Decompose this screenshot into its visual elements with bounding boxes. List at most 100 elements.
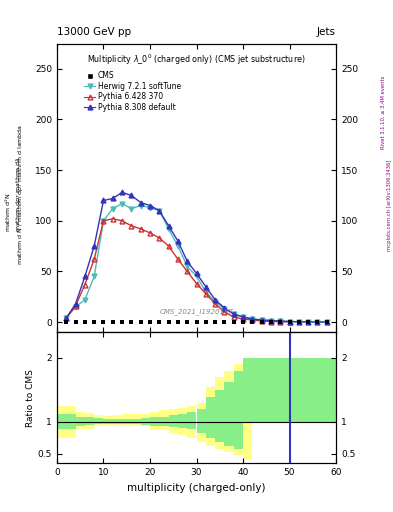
Line: Herwig 7.2.1 softTune: Herwig 7.2.1 softTune (64, 201, 329, 325)
CMS (240, 318, 246, 326)
Bar (206, 387, 215, 446)
CMS (221, 318, 228, 326)
Herwig 7.2.1 softTune (129, 205, 134, 211)
Pythia 6.428 370 (64, 315, 69, 321)
Text: Jets: Jets (317, 27, 336, 37)
Pythia 6.428 370 (148, 230, 152, 236)
Herwig 7.2.1 softTune (166, 226, 171, 232)
Bar (75, 417, 85, 426)
Pythia 6.428 370 (176, 256, 180, 262)
Bar (234, 364, 243, 455)
Pythia 8.308 default (204, 284, 208, 290)
CMS (110, 318, 116, 326)
Bar (122, 418, 131, 424)
Bar (159, 410, 169, 430)
Pythia 6.428 370 (287, 319, 292, 325)
CMS (156, 318, 162, 326)
CMS (165, 318, 172, 326)
Bar (224, 382, 234, 446)
Bar (187, 412, 196, 430)
Bar (103, 418, 113, 424)
Pythia 8.308 default (287, 318, 292, 325)
Pythia 8.308 default (148, 202, 152, 208)
Herwig 7.2.1 softTune (231, 311, 236, 317)
Pythia 6.428 370 (73, 303, 78, 309)
Pythia 8.308 default (324, 319, 329, 325)
Pythia 6.428 370 (129, 223, 134, 229)
Herwig 7.2.1 softTune (222, 306, 227, 312)
Bar (113, 415, 122, 426)
Pythia 6.428 370 (101, 218, 106, 224)
Bar (224, 371, 234, 453)
CMS (128, 318, 134, 326)
Pythia 8.308 default (185, 258, 189, 264)
Pythia 6.428 370 (278, 319, 283, 325)
Pythia 8.308 default (213, 296, 217, 303)
Pythia 6.428 370 (185, 268, 189, 274)
Pythia 6.428 370 (213, 301, 217, 307)
CMS (63, 318, 70, 326)
Bar (178, 408, 187, 435)
Pythia 6.428 370 (231, 314, 236, 320)
Pythia 8.308 default (92, 243, 97, 249)
Pythia 8.308 default (101, 198, 106, 204)
Line: Pythia 6.428 370: Pythia 6.428 370 (64, 216, 292, 325)
Pythia 8.308 default (231, 311, 236, 317)
Text: mcplots.cern.ch [arXiv:1306.3436]: mcplots.cern.ch [arXiv:1306.3436] (387, 159, 391, 250)
Herwig 7.2.1 softTune (157, 207, 162, 214)
Bar (141, 418, 150, 425)
Pythia 8.308 default (129, 193, 134, 199)
Herwig 7.2.1 softTune (296, 319, 301, 325)
Bar (215, 390, 224, 442)
Herwig 7.2.1 softTune (83, 296, 87, 303)
Herwig 7.2.1 softTune (138, 202, 143, 208)
Herwig 7.2.1 softTune (259, 317, 264, 323)
Herwig 7.2.1 softTune (92, 273, 97, 280)
Bar (103, 416, 113, 426)
Bar (252, 358, 336, 422)
CMS (305, 318, 311, 326)
Pythia 6.428 370 (241, 316, 245, 322)
Y-axis label: Ratio to CMS: Ratio to CMS (26, 369, 35, 426)
Pythia 6.428 370 (268, 318, 273, 325)
Text: mathrm d$^2$N
mathrm d$p_T$ mathrm d$\lambda$: mathrm d$^2$N mathrm d$p_T$ mathrm d$\la… (4, 157, 24, 232)
Bar (94, 418, 103, 424)
CMS (184, 318, 190, 326)
Text: Multiplicity $\lambda\_0^0$ (charged only) (CMS jet substructure): Multiplicity $\lambda\_0^0$ (charged onl… (87, 52, 306, 67)
Herwig 7.2.1 softTune (268, 317, 273, 324)
Bar (122, 414, 131, 426)
CMS (296, 318, 302, 326)
Herwig 7.2.1 softTune (241, 314, 245, 320)
Pythia 8.308 default (296, 319, 301, 325)
Pythia 8.308 default (222, 305, 227, 311)
Herwig 7.2.1 softTune (101, 218, 106, 224)
CMS (72, 318, 79, 326)
Herwig 7.2.1 softTune (213, 298, 217, 305)
Herwig 7.2.1 softTune (287, 318, 292, 325)
Herwig 7.2.1 softTune (278, 318, 283, 324)
Bar (234, 371, 243, 449)
Pythia 8.308 default (278, 318, 283, 324)
CMS (323, 318, 330, 326)
Pythia 6.428 370 (194, 281, 199, 287)
Pythia 6.428 370 (259, 318, 264, 324)
Pythia 8.308 default (157, 207, 162, 214)
Bar (159, 417, 169, 426)
Pythia 8.308 default (166, 223, 171, 229)
Pythia 8.308 default (250, 316, 255, 322)
Bar (85, 413, 94, 430)
Bar (187, 406, 196, 438)
Bar (131, 418, 141, 424)
Pythia 8.308 default (83, 273, 87, 280)
Bar (169, 409, 178, 433)
X-axis label: multiplicity (charged-only): multiplicity (charged-only) (127, 483, 266, 493)
Herwig 7.2.1 softTune (73, 304, 78, 310)
Bar (131, 414, 141, 426)
Pythia 6.428 370 (222, 309, 227, 315)
Herwig 7.2.1 softTune (120, 201, 125, 207)
Bar (196, 402, 206, 442)
Pythia 8.308 default (64, 315, 69, 321)
CMS (268, 318, 274, 326)
Text: Rivet 3.1.10, ≥ 3.4M events: Rivet 3.1.10, ≥ 3.4M events (381, 76, 386, 150)
Bar (215, 377, 224, 449)
